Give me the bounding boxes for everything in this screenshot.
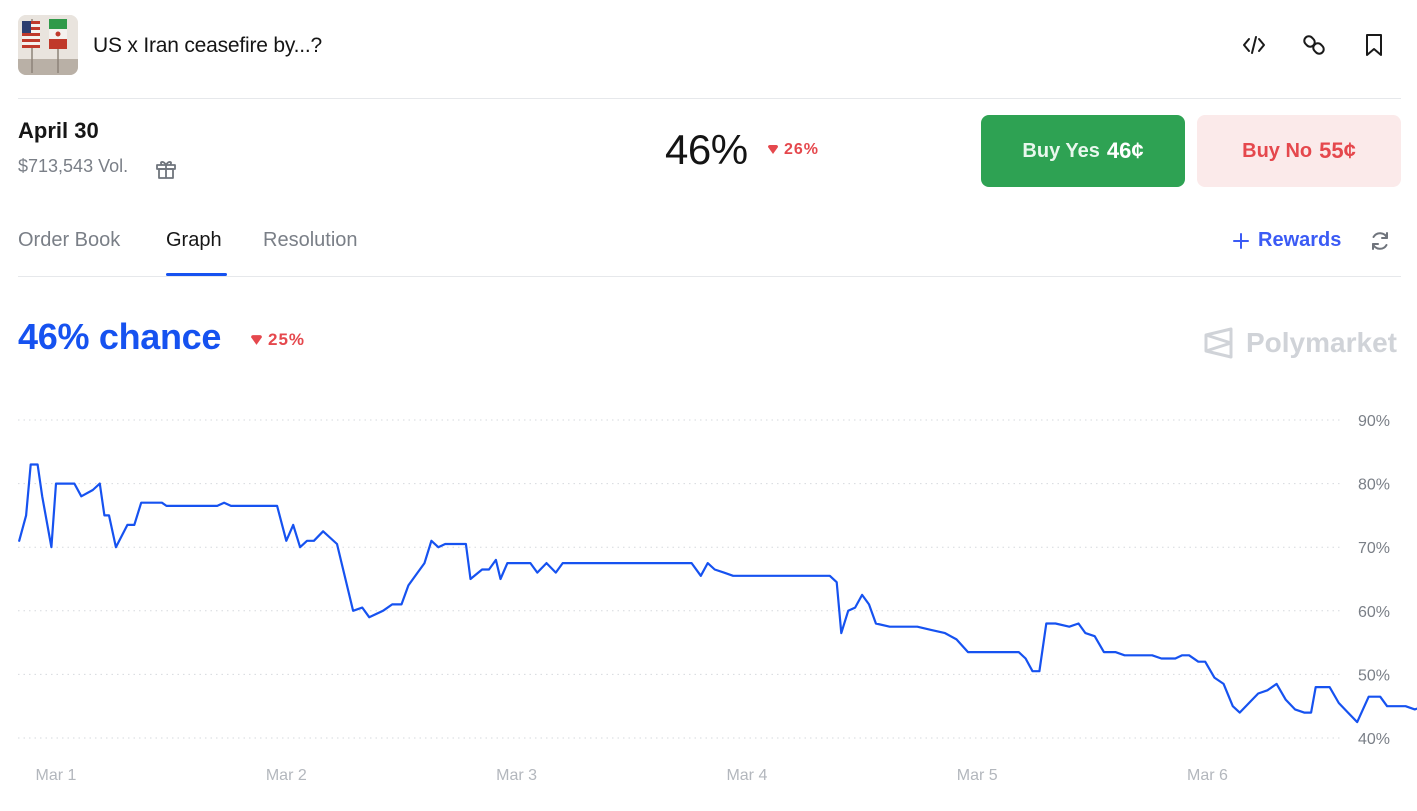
down-arrow-icon (768, 145, 778, 154)
price-chart[interactable]: 90% 80% 70% 60% 50% 40% Mar 1 Mar 2 Mar 3 Mar 4 Ma… (0, 390, 1417, 800)
plus-icon (1233, 232, 1249, 249)
y-tick-label: 90% (1358, 413, 1390, 430)
buy-no-price: 55¢ (1319, 138, 1356, 163)
y-tick-label: 60% (1358, 604, 1390, 621)
market-title: US x Iran ceasefire by...? (93, 34, 323, 57)
brand-name: Polymarket (1246, 327, 1397, 358)
rewards-label: Rewards (1258, 229, 1342, 251)
polymarket-logo-icon (1204, 327, 1233, 359)
tab-resolution[interactable]: Resolution (263, 229, 358, 251)
link-icon[interactable] (1300, 31, 1328, 59)
graph-change-value: 25% (268, 330, 306, 349)
refresh-icon[interactable] (1368, 229, 1392, 253)
buy-yes-label: Buy Yes (1022, 139, 1100, 162)
polymarket-watermark: Polymarket (1202, 326, 1397, 360)
tabs-divider (18, 276, 1401, 277)
outcome-price: 46% (665, 126, 748, 173)
x-tick-label: Mar 2 (266, 767, 307, 784)
gift-icon[interactable] (154, 157, 178, 181)
x-tick-label: Mar 4 (726, 767, 767, 784)
outcome-date: April 30 (18, 118, 99, 143)
down-arrow-icon (251, 334, 262, 345)
tab-graph[interactable]: Graph (166, 229, 222, 251)
outcome-change-value: 26% (784, 141, 820, 158)
buy-no-button[interactable]: Buy No 55¢ (1197, 115, 1401, 187)
market-header: US x Iran ceasefire by...? (18, 14, 1401, 76)
graph-change: 25% (250, 330, 305, 350)
buy-yes-button[interactable]: Buy Yes 46¢ (981, 115, 1185, 187)
series-line (18, 463, 1417, 724)
outcome-change: 26% (767, 141, 819, 159)
y-tick-label: 50% (1358, 667, 1390, 684)
y-tick-label: 80% (1358, 477, 1390, 494)
x-tick-label: Mar 1 (36, 767, 77, 784)
y-tick-label: 70% (1358, 540, 1390, 557)
rewards-button[interactable]: Rewards (1232, 229, 1341, 252)
embed-code-icon[interactable] (1240, 31, 1268, 59)
buy-yes-price: 46¢ (1106, 138, 1144, 163)
buy-no-label: Buy No (1242, 139, 1313, 162)
x-tick-label: Mar 3 (496, 767, 537, 784)
chance-label: 46% chance (18, 316, 222, 357)
active-tab-indicator (166, 273, 227, 276)
y-tick-label: 40% (1358, 731, 1390, 748)
market-thumbnail (18, 15, 78, 75)
outcome-volume: $713,543 Vol. (18, 156, 129, 176)
x-tick-label: Mar 5 (957, 767, 998, 784)
x-tick-label: Mar 6 (1187, 767, 1228, 784)
tab-order-book[interactable]: Order Book (18, 229, 121, 251)
bookmark-icon[interactable] (1360, 31, 1388, 59)
header-divider (18, 98, 1401, 99)
